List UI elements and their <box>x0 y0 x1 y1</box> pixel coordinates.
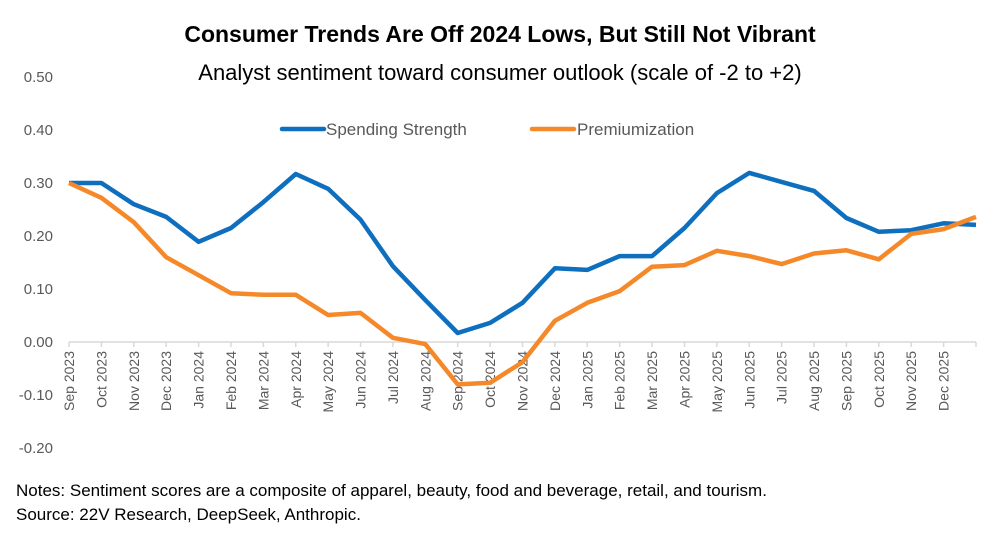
x-tick-label: Sep 2025 <box>838 351 854 411</box>
notes-text: Notes: Sentiment scores are a composite … <box>16 481 767 500</box>
y-tick-label: -0.10 <box>19 387 53 404</box>
x-tick-label: May 2025 <box>709 351 725 413</box>
x-tick-label: Oct 2025 <box>871 351 887 408</box>
x-tick-label: Oct 2023 <box>93 351 109 408</box>
source-text: Source: 22V Research, DeepSeek, Anthropi… <box>16 505 361 524</box>
x-tick-label: May 2024 <box>320 351 336 413</box>
x-tick-label: Dec 2025 <box>936 351 952 411</box>
x-tick-label: Jul 2024 <box>385 351 401 404</box>
legend-label: Spending Strength <box>326 120 467 139</box>
x-tick-label: Dec 2024 <box>547 351 563 411</box>
x-tick-label: Sep 2023 <box>61 351 77 411</box>
y-tick-label: 0.00 <box>24 334 53 351</box>
chart-subtitle: Analyst sentiment toward consumer outloo… <box>198 60 801 85</box>
series-line-premiumization <box>68 180 977 387</box>
x-tick-label: Jun 2025 <box>741 351 757 409</box>
y-tick-label: 0.30 <box>24 175 53 192</box>
x-tick-label: Dec 2023 <box>158 351 174 411</box>
y-tick-label: 0.40 <box>24 122 53 139</box>
x-tick-label: Apr 2025 <box>676 351 692 408</box>
x-tick-label: Mar 2024 <box>255 351 271 410</box>
series-layer <box>68 170 977 387</box>
x-tick-label: Feb 2025 <box>612 351 628 410</box>
x-axis: Sep 2023 Oct 2023 Nov 2023 Dec 2023 Jan 2024… <box>61 341 977 413</box>
y-tick-label: 0.50 <box>24 69 53 86</box>
legend: Spending Strength Premiumization <box>279 120 694 139</box>
y-tick-label: 0.10 <box>24 281 53 298</box>
y-tick-label: 0.20 <box>24 228 53 245</box>
x-tick-label: Nov 2025 <box>903 351 919 411</box>
x-tick-label: Aug 2024 <box>417 351 433 411</box>
x-tick-label: Mar 2025 <box>644 351 660 410</box>
x-tick-label: Aug 2025 <box>806 351 822 411</box>
x-tick-label: Jul 2025 <box>774 351 790 404</box>
y-tick-label: -0.20 <box>19 440 53 457</box>
x-tick-label: Apr 2024 <box>288 351 304 408</box>
line-chart: Consumer Trends Are Off 2024 Lows, But S… <box>19 21 977 457</box>
x-tick-label: Nov 2023 <box>126 351 142 411</box>
legend-label: Premiumization <box>577 120 694 139</box>
x-tick-label: Jan 2024 <box>191 351 207 409</box>
chart-title: Consumer Trends Are Off 2024 Lows, But S… <box>184 21 816 47</box>
x-tick-label: Oct 2024 <box>482 351 498 408</box>
y-axis: 0.50 0.40 0.30 0.20 0.10 0.00 -0.10 -0.20 <box>19 69 53 457</box>
x-tick-label: Feb 2024 <box>223 351 239 410</box>
x-tick-label: Jun 2024 <box>353 351 369 409</box>
x-tick-label: Jan 2025 <box>579 351 595 409</box>
series-line-spending-strength <box>69 170 977 336</box>
